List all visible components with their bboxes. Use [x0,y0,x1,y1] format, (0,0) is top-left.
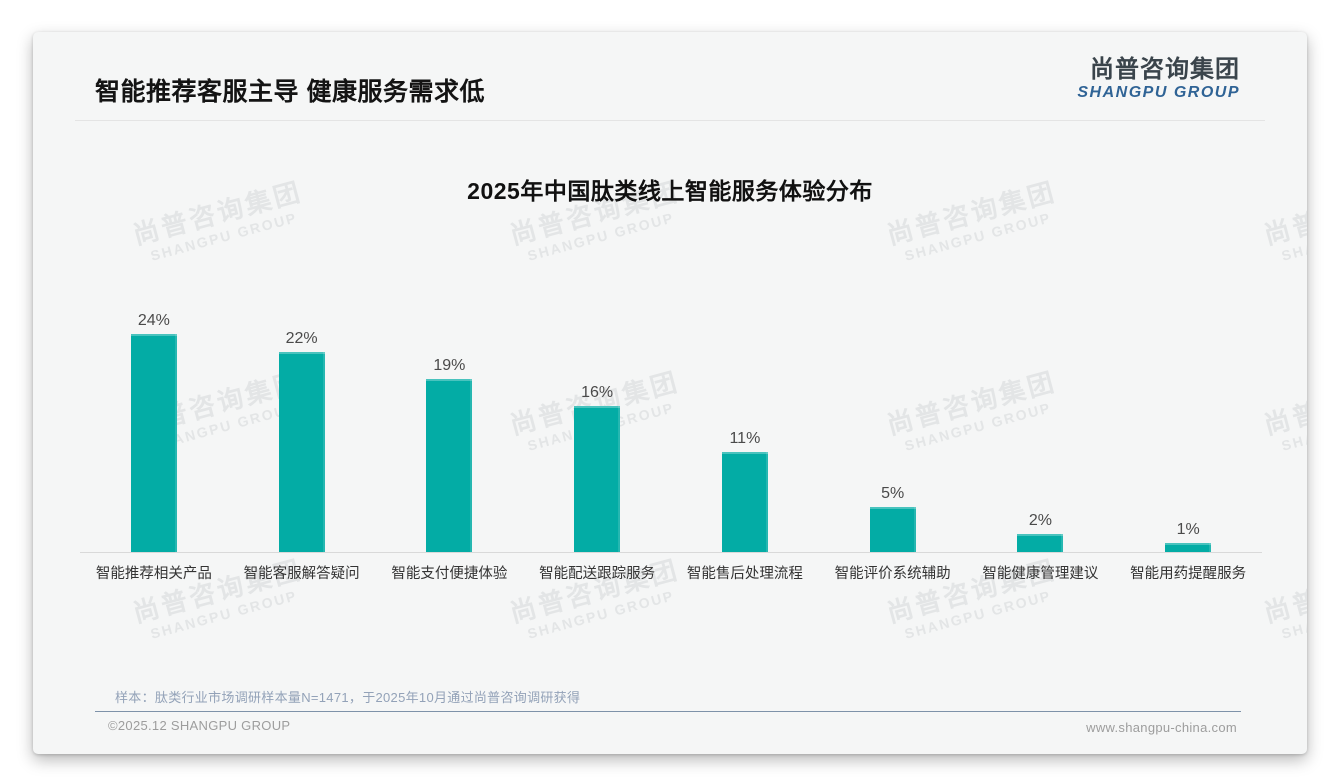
x-axis-line [80,552,1262,553]
chart-title: 2025年中国肽类线上智能服务体验分布 [467,178,873,204]
bar [426,379,473,552]
company-logo: 尚普咨询集团 SHANGPU GROUP [1077,56,1240,102]
bar [1165,542,1212,552]
x-axis-labels: 智能推荐相关产品 智能客服解答疑问 智能支付便捷体验 智能配送跟踪服务 智能售后处理流程… [80,566,1262,583]
bar-column: 1% [1114,272,1262,552]
bar [1017,533,1064,552]
bar-column: 5% [819,272,967,552]
category-label: 智能客服解答疑问 [243,566,360,582]
logo-chinese-text: 尚普咨询集团 [1090,56,1240,83]
watermark-chinese-text: 尚普咨询集团 [1260,554,1307,629]
bar-value-label: 11% [729,429,761,447]
watermark-english-text: SHANGPU GROUP [902,587,1053,642]
footer-divider [95,711,1241,712]
bar-chart: 24% 22% 19% 16% 11% 5% 2% 1% [80,272,1262,552]
sample-footnote: 样本：肽类行业市场调研样本量N=1471，于2025年10月通过尚普咨询调研获得 [115,690,581,705]
category-label: 智能售后处理流程 [686,566,803,582]
bar-column: 16% [523,272,671,552]
watermark-english-text: SHANGPU GROUP [1279,209,1307,264]
watermark-english-text: SHANGPU GROUP [525,209,676,264]
bar-value-label: 22% [285,329,318,347]
bar-column: 19% [376,272,524,552]
watermark-english-text: SHANGPU GROUP [525,587,676,642]
watermark-english-text: SHANGPU GROUP [1279,587,1307,642]
bar-value-label: 16% [581,384,614,402]
category-label: 智能推荐相关产品 [95,566,212,582]
watermark-chinese-text: 尚普咨询集团 [1260,366,1307,441]
bar [574,406,621,552]
website-text: www.shangpu-china.com [1086,720,1237,735]
header-divider [75,120,1265,121]
watermark-english-text: SHANGPU GROUP [148,587,299,642]
category-label: 智能用药提醒服务 [1130,566,1247,582]
watermark-english-text: SHANGPU GROUP [902,209,1053,264]
bar-value-label: 19% [433,357,466,375]
bar-value-label: 5% [881,484,905,502]
bar [130,333,177,552]
category-label: 智能支付便捷体验 [391,566,508,582]
page-title: 智能推荐客服主导 健康服务需求低 [95,78,485,106]
bar-column: 22% [228,272,376,552]
bar-column: 2% [967,272,1115,552]
category-label: 智能配送跟踪服务 [539,566,656,582]
bar-column: 11% [671,272,819,552]
bar [278,351,325,552]
logo-english-text: SHANGPU GROUP [1077,84,1240,102]
bar-value-label: 1% [1176,520,1200,538]
bar-value-label: 2% [1028,511,1052,529]
bar-column: 24% [80,272,228,552]
copyright-text: ©2025.12 SHANGPU GROUP [108,718,291,733]
bar [869,506,916,552]
bar [721,451,768,552]
watermark-english-text: SHANGPU GROUP [1279,399,1307,454]
bar-value-label: 24% [137,311,170,329]
category-label: 智能健康管理建议 [982,566,1099,582]
report-slide-card: 智能推荐客服主导 健康服务需求低 尚普咨询集团 SHANGPU GROUP 尚普… [33,32,1307,754]
watermark-english-text: SHANGPU GROUP [148,209,299,264]
category-label: 智能评价系统辅助 [834,566,951,582]
